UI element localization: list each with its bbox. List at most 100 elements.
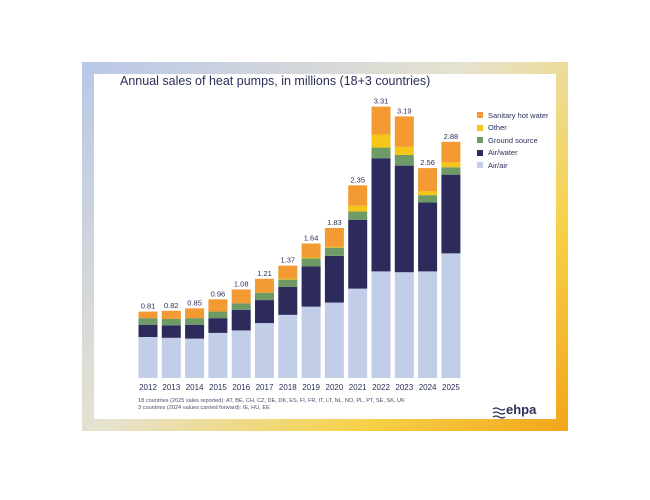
total-label-2025: 2.88: [444, 132, 459, 141]
bar-segment-air-air-2016: [231, 330, 251, 378]
legend-swatch-ground-source: [477, 137, 483, 144]
bar-segment-air-air-2023: [394, 272, 414, 378]
bar-segment-other-2023: [394, 146, 414, 155]
bar-segment-air-air-2020: [324, 302, 344, 378]
bar-segment-sanitary-hot-water-2016: [231, 289, 251, 304]
bar-segment-air-air-2015: [208, 332, 228, 378]
legend-label-ground-source: Ground source: [488, 135, 538, 145]
logo-waves-icon: [492, 407, 506, 419]
bar-segment-air-water-2022: [371, 158, 391, 272]
bar-segment-air-water-2013: [161, 325, 181, 338]
legend-label-other: Other: [488, 123, 507, 133]
bar-segment-ground-source-2025: [441, 167, 461, 175]
bar-segment-air-water-2024: [418, 202, 438, 272]
bar-segment-air-water-2017: [255, 300, 274, 324]
total-label-2021: 2.35: [350, 175, 365, 184]
x-tick-label-2022: 2022: [372, 383, 390, 392]
bar-segment-ground-source-2016: [231, 303, 251, 310]
bar-segment-air-air-2012: [138, 337, 158, 378]
total-label-2013: 0.82: [164, 301, 179, 310]
x-tick-label-2012: 2012: [139, 383, 157, 392]
bar-segment-other-2022: [371, 134, 391, 148]
x-tick-label-2021: 2021: [349, 383, 367, 392]
bar-segment-ground-source-2012: [138, 318, 158, 325]
bar-segment-sanitary-hot-water-2017: [255, 278, 274, 293]
legend-swatch-air-water: [477, 149, 483, 156]
total-label-2017: 1.21: [257, 269, 272, 278]
legend-item-other: Other: [477, 122, 548, 135]
footnote-line-1: 18 countries (2025 sales reported): AT, …: [138, 398, 405, 404]
x-tick-label-2025: 2025: [442, 383, 460, 392]
bar-segment-ground-source-2019: [301, 258, 321, 267]
bar-segment-ground-source-2017: [255, 292, 274, 301]
legend-item-air-air: Air/air: [477, 159, 548, 172]
legend-label-sanitary-hot-water: Sanitary hot water: [488, 110, 549, 120]
x-tick-label-2020: 2020: [326, 383, 344, 392]
total-label-2020: 1.83: [327, 218, 342, 227]
bar-segment-ground-source-2020: [324, 247, 344, 256]
bar-segment-sanitary-hot-water-2022: [371, 106, 391, 135]
bar-segment-sanitary-hot-water-2018: [278, 265, 298, 279]
bar-segment-air-air-2014: [185, 338, 205, 378]
legend-swatch-air-air: [477, 162, 483, 169]
x-tick-label-2018: 2018: [279, 383, 297, 392]
total-label-2018: 1.37: [280, 256, 295, 265]
bar-segment-air-water-2012: [138, 324, 158, 337]
bar-segment-air-air-2013: [161, 337, 181, 378]
bar-segment-ground-source-2021: [348, 211, 368, 220]
bar-segment-ground-source-2023: [394, 154, 414, 166]
bar-segment-air-water-2023: [394, 165, 414, 273]
bar-segment-air-air-2021: [348, 288, 368, 378]
total-label-2015: 0.96: [211, 289, 226, 298]
x-tick-label-2023: 2023: [395, 383, 413, 392]
x-tick-label-2016: 2016: [232, 383, 250, 392]
total-label-2024: 2.56: [420, 158, 435, 167]
bar-segment-air-water-2019: [301, 266, 321, 307]
bar-segment-ground-source-2024: [418, 195, 438, 203]
bar-segment-air-air-2019: [301, 306, 321, 378]
x-tick-label-2017: 2017: [256, 383, 274, 392]
bar-segment-air-water-2015: [208, 318, 228, 333]
bar-segment-air-water-2014: [185, 324, 205, 339]
footnote: 18 countries (2025 sales reported): AT, …: [138, 398, 405, 412]
bar-segment-other-2019: [301, 257, 321, 259]
footnote-line-2: 3 countries (2024 values carried forward…: [138, 405, 270, 412]
legend-label-air-air: Air/air: [488, 160, 508, 170]
bar-segment-air-water-2025: [441, 174, 461, 254]
legend-swatch-sanitary-hot-water: [477, 112, 483, 119]
bar-segment-sanitary-hot-water-2013: [161, 310, 181, 319]
bar-segment-air-water-2020: [324, 255, 344, 303]
bar-segment-other-2018: [278, 278, 298, 280]
legend-swatch-other: [477, 124, 483, 131]
x-tick-label-2024: 2024: [419, 383, 437, 392]
legend-item-sanitary-hot-water: Sanitary hot water: [477, 109, 548, 122]
bar-segment-air-air-2017: [255, 323, 274, 378]
bar-segment-other-2021: [348, 205, 368, 212]
bar-segment-sanitary-hot-water-2024: [418, 168, 438, 192]
bar-segment-air-air-2024: [418, 271, 438, 378]
bar-segment-sanitary-hot-water-2012: [138, 311, 158, 319]
bar-segment-air-air-2018: [278, 314, 298, 378]
bar-segment-other-2025: [441, 162, 461, 168]
total-label-2014: 0.85: [187, 298, 202, 307]
bar-segment-sanitary-hot-water-2015: [208, 299, 228, 312]
ehpa-logo: ehpa: [492, 402, 554, 420]
bar-segment-sanitary-hot-water-2023: [394, 116, 414, 147]
bar-segment-sanitary-hot-water-2019: [301, 243, 321, 258]
bar-segment-ground-source-2018: [278, 279, 298, 287]
bar-segment-ground-source-2015: [208, 311, 228, 319]
bar-segment-ground-source-2013: [161, 318, 181, 326]
bar-segment-sanitary-hot-water-2021: [348, 185, 368, 206]
bar-segment-air-water-2018: [278, 286, 298, 315]
bar-segment-ground-source-2022: [371, 147, 391, 159]
total-label-2022: 3.31: [374, 97, 389, 106]
total-label-2016: 1.08: [234, 279, 249, 288]
chart-title: Annual sales of heat pumps, in millions …: [120, 74, 431, 88]
total-label-2023: 3.19: [397, 106, 412, 115]
logo-text: ehpa: [506, 402, 537, 417]
bar-segment-air-air-2025: [441, 253, 461, 378]
bar-segment-sanitary-hot-water-2014: [185, 308, 205, 319]
x-tick-label-2014: 2014: [186, 383, 204, 392]
bar-segment-other-2024: [418, 191, 438, 196]
